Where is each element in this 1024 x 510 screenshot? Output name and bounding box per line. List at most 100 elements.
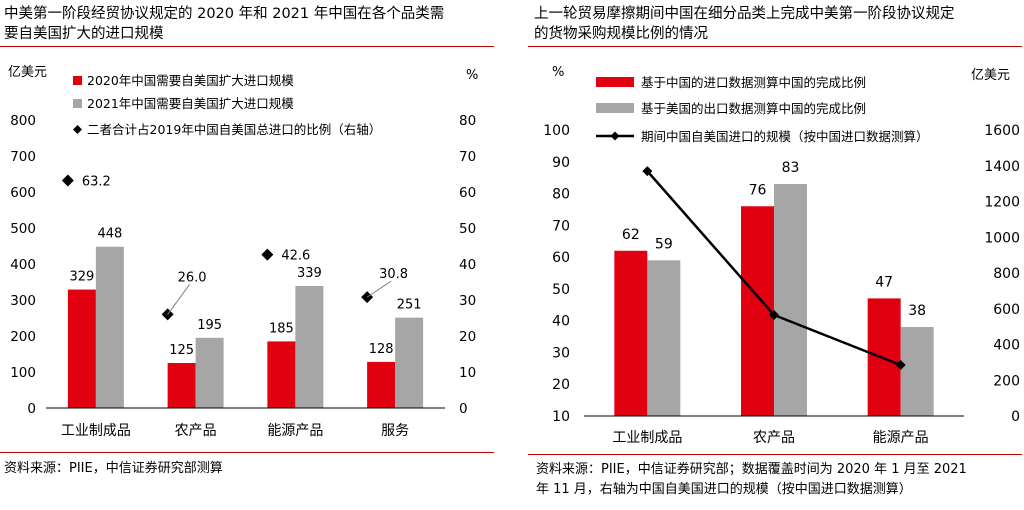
legend-label-2020: 2020年中国需要自美国扩大进口规模	[87, 73, 294, 88]
y2-tick-label: 30	[459, 293, 476, 309]
y2-tick-label: 50	[459, 221, 476, 237]
legend-swatch-china-import	[596, 77, 634, 87]
left-title-rule	[0, 46, 494, 47]
right-source-rule	[528, 454, 1022, 455]
y-tick-label: 50	[552, 282, 570, 298]
data-label-us-export: 83	[782, 160, 800, 176]
bar-2020	[167, 363, 196, 408]
y-tick-label: 200	[10, 329, 36, 345]
data-label-2021: 339	[297, 266, 322, 281]
y2-tick-label: 80	[459, 113, 476, 129]
bar-2020	[367, 361, 396, 408]
y-tick-label: 30	[552, 345, 570, 361]
bar-us-export	[647, 260, 681, 416]
left-panel: 中美第一阶段经贸协议规定的 2020 年和 2021 年中国在各个品类需 要自美…	[0, 0, 500, 510]
bar-us-export	[774, 184, 807, 416]
bar-2021	[295, 285, 324, 408]
category-label: 农产品	[753, 430, 795, 446]
y-tick-label: 500	[10, 221, 36, 237]
left-y-axis-unit: %	[552, 65, 564, 80]
y-tick-label: 700	[10, 149, 36, 165]
import-scale-point	[895, 360, 906, 371]
y2-tick-label: 1200	[984, 195, 1020, 211]
data-label-2020: 185	[269, 321, 294, 336]
category-label: 工业制成品	[612, 430, 682, 446]
y-tick-label: 100	[543, 123, 570, 139]
y-tick-label: 100	[10, 365, 36, 381]
bar-china-import	[614, 250, 648, 416]
data-label-us-export: 38	[908, 303, 926, 319]
ratio-label: 63.2	[82, 174, 111, 189]
bar-2021	[395, 317, 424, 408]
category-label: 工业制成品	[61, 423, 131, 439]
bar-2021	[195, 337, 224, 408]
right-source-text: 资料来源：PIIE，中信证券研究部；数据覆盖时间为 2020 年 1 月至 20…	[536, 460, 1022, 500]
y-tick-label: 600	[10, 185, 36, 201]
data-label-2021: 251	[397, 298, 422, 313]
legend-label-import-scale: 期间中国自美国进口的规模（按中国进口数据测算）	[641, 129, 929, 144]
y-tick-label: 80	[552, 187, 570, 203]
right-panel: 上一轮贸易摩擦期间中国在细分品类上完成中美第一阶段协议规定 的货物采购规模比例的…	[524, 0, 1024, 510]
left-source-rule	[0, 452, 494, 453]
y2-tick-label: 20	[459, 329, 476, 345]
data-label-2020: 128	[369, 342, 394, 357]
right-title-rule	[528, 46, 1022, 47]
right-source-line-2: 年 11 月，右轴为中国自美国进口的规模（按中国进口数据测算）	[536, 482, 912, 497]
data-label-china-import: 47	[875, 274, 893, 290]
left-source-text: 资料来源：PIIE，中信证券研究部测算	[4, 461, 223, 476]
y2-tick-label: 10	[459, 365, 476, 381]
import-scale-point	[642, 166, 653, 177]
data-label-us-export: 59	[655, 236, 673, 252]
ratio-label: 42.6	[281, 249, 310, 264]
y2-tick-label: 70	[459, 149, 476, 165]
legend-label-us-export: 基于美国的出口数据测算中国的完成比例	[641, 101, 866, 116]
left-chart: 亿美元 % 0 100 200 300 400 500 600 700 800 0 10 20 30 40 50…	[8, 65, 478, 439]
data-label-china-import: 76	[749, 182, 767, 198]
y-tick-label: 40	[552, 314, 570, 330]
bar-us-export	[900, 327, 934, 416]
ratio-marker	[261, 248, 274, 261]
y2-tick-label: 400	[993, 338, 1020, 354]
legend-label-ratio: 二者合计占2019年中国自美国总进口的比例（右轴）	[87, 122, 381, 137]
legend-marker-import-scale	[610, 131, 620, 141]
category-label: 服务	[381, 423, 409, 439]
y2-tick-label: 600	[993, 302, 1020, 318]
import-scale-point	[769, 310, 779, 321]
right-title-line-1: 上一轮贸易摩擦期间中国在细分品类上完成中美第一阶段协议规定	[534, 6, 955, 22]
left-title-line-2: 要自美国扩大的进口规模	[4, 26, 164, 42]
y-tick-label: 60	[552, 250, 570, 266]
right-chart-title: 上一轮贸易摩擦期间中国在细分品类上完成中美第一阶段协议规定 的货物采购规模比例的…	[534, 4, 1024, 44]
y2-tick-label: 800	[993, 266, 1020, 282]
bar-2020	[67, 289, 96, 408]
y-tick-label: 0	[27, 401, 36, 417]
ratio-marker	[61, 174, 74, 187]
right-source-line-1: 资料来源：PIIE，中信证券研究部；数据覆盖时间为 2020 年 1 月至 20…	[536, 462, 967, 477]
legend-swatch-us-export	[596, 103, 634, 113]
y-tick-label: 800	[10, 113, 36, 129]
right-chart: % 亿美元102030405060708090100020040060080010…	[543, 65, 1020, 446]
legend-swatch-2020	[73, 76, 82, 85]
left-y-axis-unit: 亿美元	[8, 65, 47, 80]
left-chart-title: 中美第一阶段经贸协议规定的 2020 年和 2021 年中国在各个品类需 要自美…	[4, 4, 498, 44]
y2-tick-label: 40	[459, 257, 476, 273]
data-label-2020: 125	[169, 343, 194, 358]
bar-china-import	[741, 206, 774, 416]
y2-tick-label: 0	[459, 401, 468, 417]
category-label: 能源产品	[873, 430, 929, 446]
right-y-axis-unit: %	[466, 68, 478, 83]
bar-2020	[267, 341, 296, 408]
y2-tick-label: 1000	[984, 230, 1020, 246]
left-title-line-1: 中美第一阶段经贸协议规定的 2020 年和 2021 年中国在各个品类需	[4, 6, 445, 22]
legend-swatch-2021	[73, 99, 82, 108]
data-label-2021: 448	[97, 227, 122, 242]
ratio-leader-line	[167, 284, 191, 315]
y-tick-label: 300	[10, 293, 36, 309]
y-tick-label: 70	[552, 218, 570, 234]
ratio-label: 26.0	[178, 270, 207, 285]
data-label-china-import: 62	[622, 227, 640, 243]
bar-2021	[95, 246, 124, 408]
legend-marker-ratio	[73, 125, 82, 134]
legend-label-2021: 2021年中国需要自美国扩大进口规模	[87, 96, 294, 111]
y2-tick-label: 1400	[984, 159, 1020, 175]
data-label-2020: 329	[69, 270, 94, 285]
